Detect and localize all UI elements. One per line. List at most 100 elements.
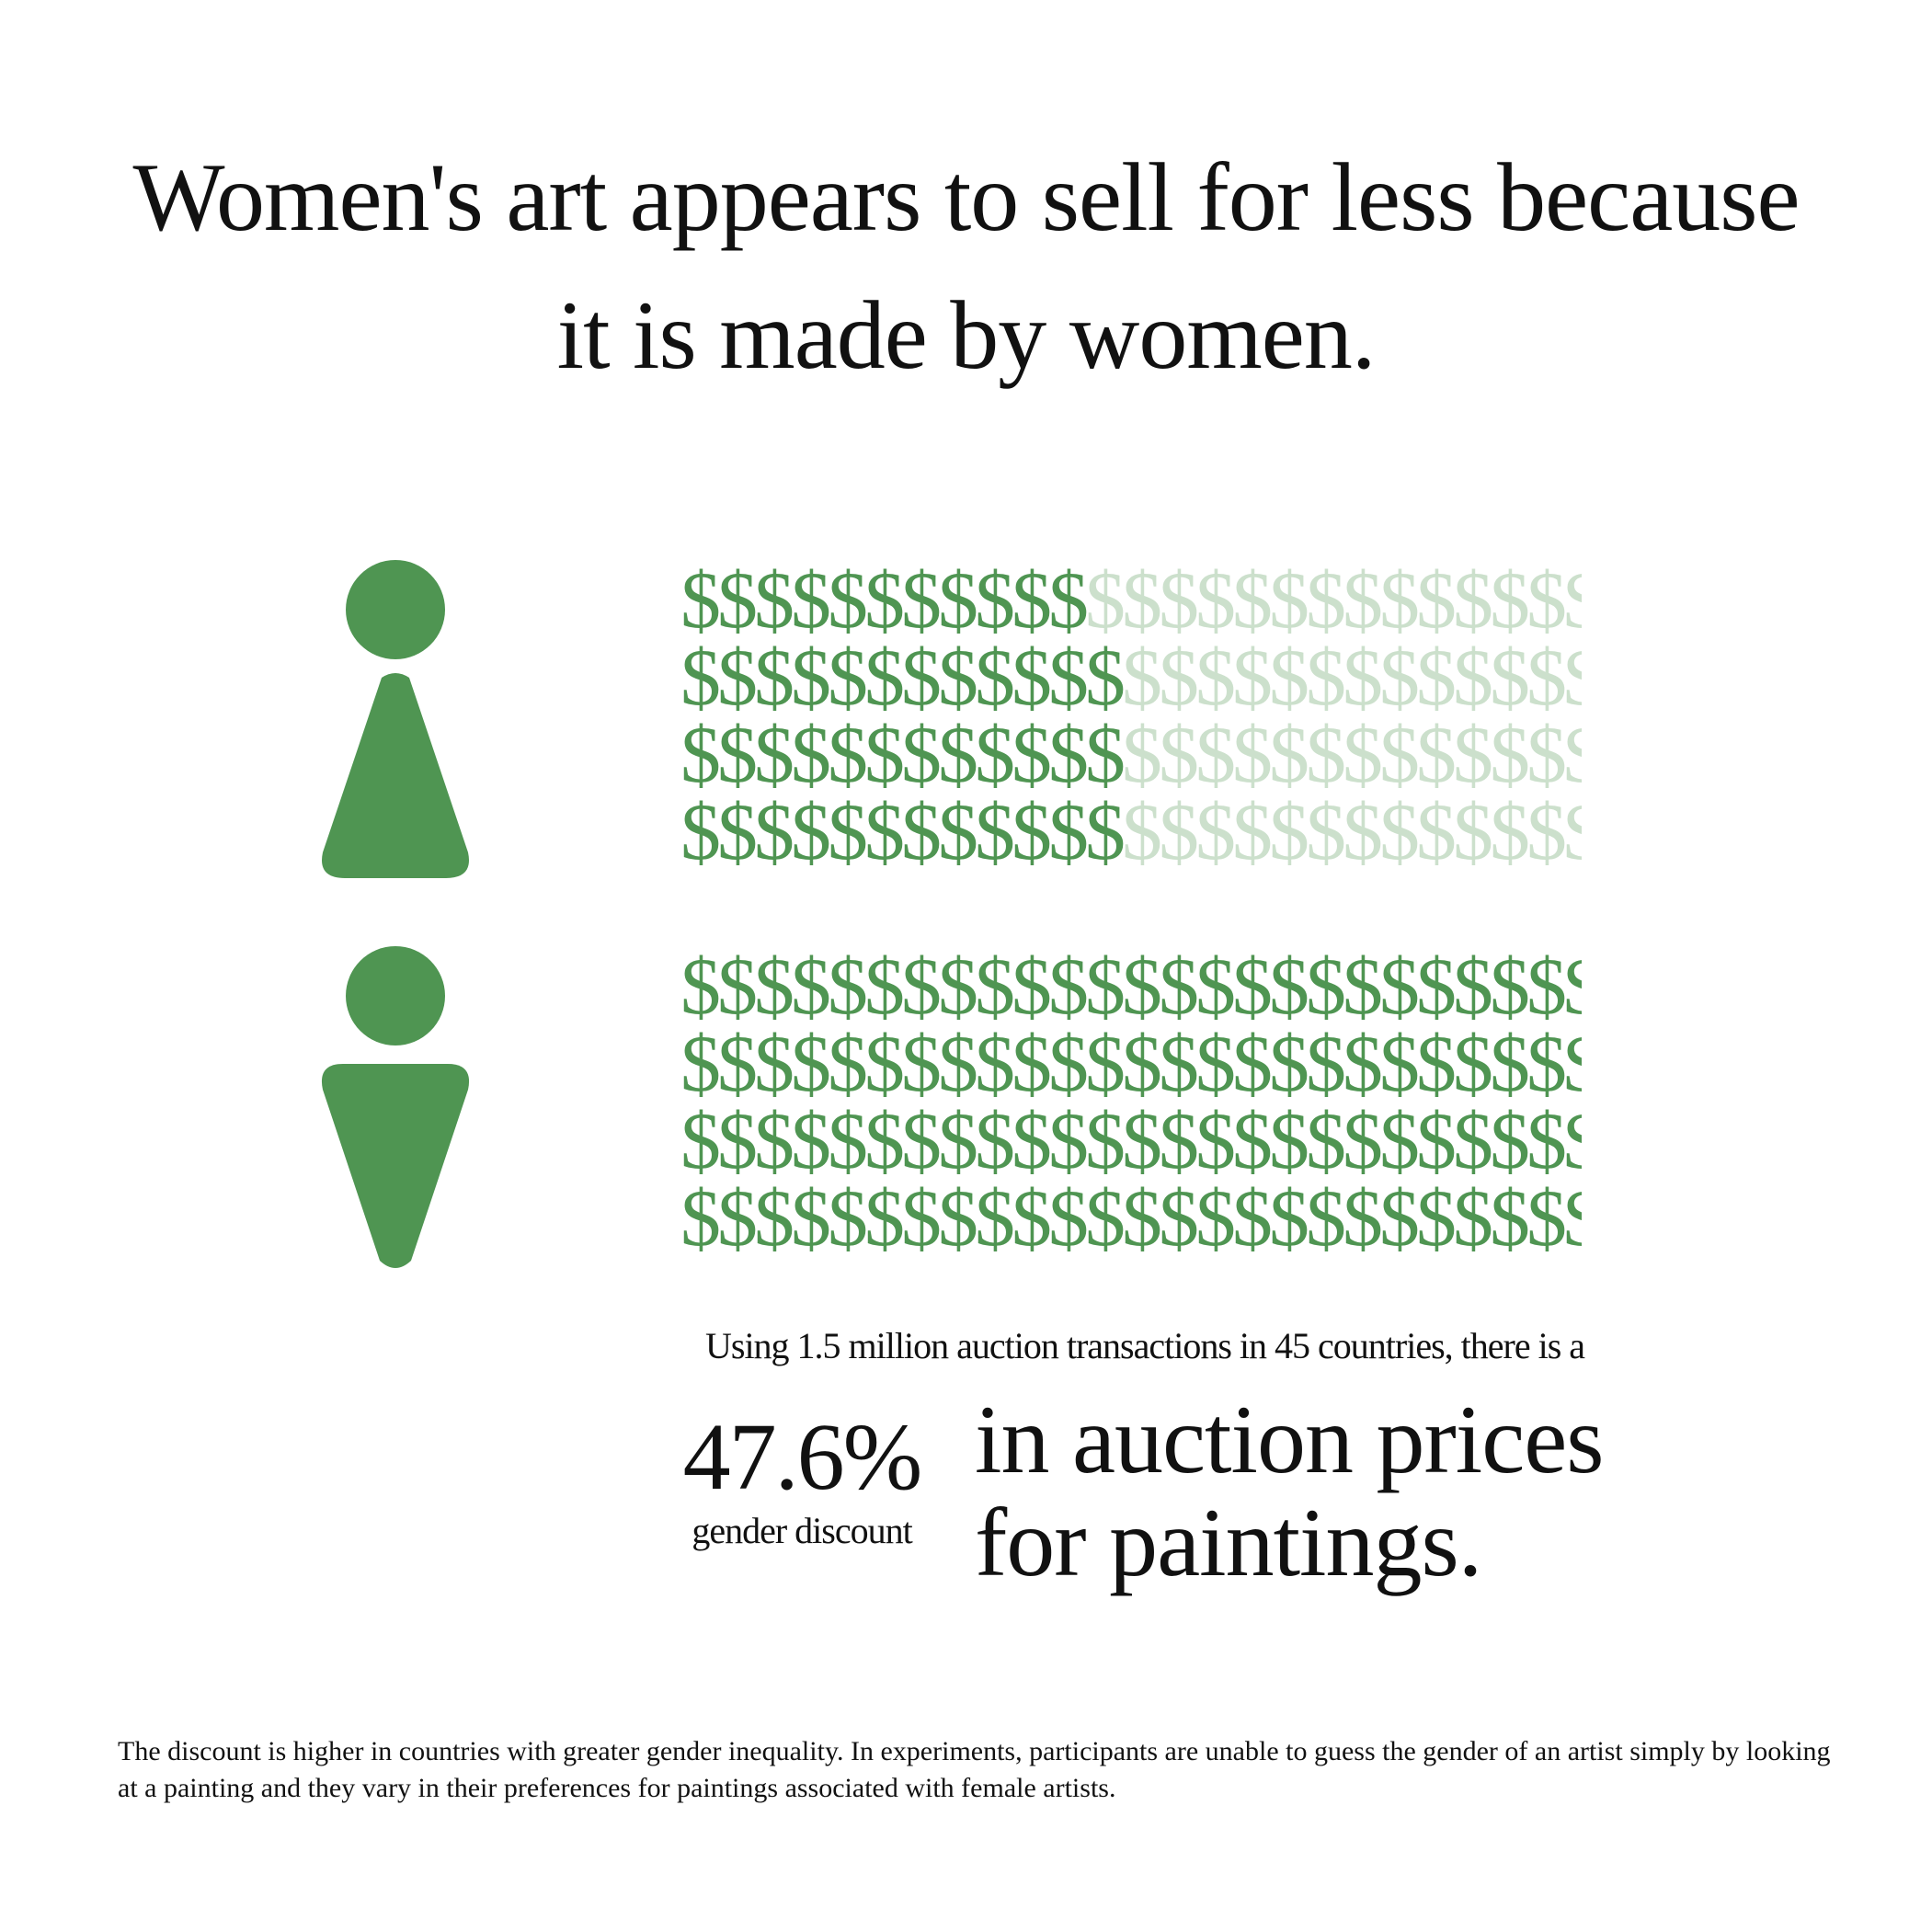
dollar-sign-filled: $ <box>1526 1181 1567 1258</box>
dollar-sign-filled: $ <box>975 1026 1015 1103</box>
dollar-sign-faded: $ <box>1416 717 1457 794</box>
dollar-sign-filled: $ <box>1048 640 1089 717</box>
dollar-sign-filled: $ <box>1416 1026 1457 1103</box>
dollar-sign-filled: $ <box>938 717 978 794</box>
dollar-sign-filled: $ <box>975 1181 1015 1258</box>
dollar-sign-filled: $ <box>864 640 905 717</box>
dollar-sign-filled: $ <box>1563 949 1582 1026</box>
dollar-sign-filled: $ <box>1416 1103 1457 1181</box>
dollar-sign-filled: $ <box>1453 949 1493 1026</box>
dollar-sign-filled: $ <box>1159 1103 1199 1181</box>
dollar-sign-filled: $ <box>1490 949 1530 1026</box>
dollar-sign-faded: $ <box>1195 794 1236 872</box>
dollar-sign-faded: $ <box>1085 563 1126 640</box>
dollar-sign-faded: $ <box>1269 640 1309 717</box>
dollar-sign-filled: $ <box>1085 1103 1126 1181</box>
dollar-sign-filled: $ <box>1159 949 1199 1026</box>
dollar-sign-faded: $ <box>1159 563 1199 640</box>
dollar-sign-filled: $ <box>791 1181 831 1258</box>
dollar-sign-filled: $ <box>791 563 831 640</box>
dollar-sign-filled: $ <box>1048 949 1089 1026</box>
dollar-sign-faded: $ <box>1379 640 1420 717</box>
dollar-sign-faded: $ <box>1453 794 1493 872</box>
dollar-sign-filled: $ <box>1232 1181 1273 1258</box>
dollar-sign-filled: $ <box>717 1181 758 1258</box>
dollar-sign-filled: $ <box>791 717 831 794</box>
dollar-sign-filled: $ <box>1159 1181 1199 1258</box>
dollar-sign-faded: $ <box>1232 563 1273 640</box>
dollar-sign-faded: $ <box>1306 794 1346 872</box>
dollar-sign-filled: $ <box>901 1181 942 1258</box>
dollar-sign-filled: $ <box>938 563 978 640</box>
dollar-sign-faded: $ <box>1343 794 1383 872</box>
dollar-sign-filled: $ <box>1306 1181 1346 1258</box>
dollar-sign-filled: $ <box>1563 1103 1582 1181</box>
dollar-sign-filled: $ <box>901 794 942 872</box>
dollar-sign-filled: $ <box>717 640 758 717</box>
dollar-sign-filled: $ <box>1122 1103 1162 1181</box>
dollar-sign-faded: $ <box>1490 794 1530 872</box>
dollar-sign-filled: $ <box>1306 1103 1346 1181</box>
dollar-sign-faded: $ <box>1269 794 1309 872</box>
dollar-sign-filled: $ <box>1085 640 1126 717</box>
dollar-sign-filled: $ <box>1343 949 1383 1026</box>
dollar-sign-faded: $ <box>1379 563 1420 640</box>
dollar-sign-faded: $ <box>1343 640 1383 717</box>
dollar-row: $$$$$$$$$$$$$$$$$$$$$$$$$ <box>680 1026 1582 1103</box>
title-line-2: it is made by women. <box>556 281 1377 389</box>
dollar-row: $$$$$$$$$$$$$$$$$$$$$$$$$ <box>680 563 1582 640</box>
dollar-sign-faded: $ <box>1563 640 1582 717</box>
study-description: Using 1.5 million auction transactions i… <box>704 1325 1585 1366</box>
headline-statement: in auction prices for paintings. <box>975 1388 1894 1594</box>
dollar-sign-filled: $ <box>791 640 831 717</box>
dollar-sign-filled: $ <box>828 1026 868 1103</box>
dollar-sign-filled: $ <box>938 794 978 872</box>
dollar-sign-filled: $ <box>1012 1026 1052 1103</box>
dollar-sign-filled: $ <box>828 1181 868 1258</box>
dollar-sign-faded: $ <box>1195 563 1236 640</box>
dollar-sign-filled: $ <box>1048 1026 1089 1103</box>
dollar-sign-faded: $ <box>1563 794 1582 872</box>
dollar-row: $$$$$$$$$$$$$$$$$$$$$$$$$ <box>680 1181 1582 1258</box>
dollar-sign-faded: $ <box>1379 717 1420 794</box>
dollar-sign-faded: $ <box>1269 717 1309 794</box>
dollar-sign-faded: $ <box>1232 717 1273 794</box>
dollar-sign-filled: $ <box>1195 1103 1236 1181</box>
dollar-sign-filled: $ <box>754 794 795 872</box>
dollar-sign-filled: $ <box>1085 717 1126 794</box>
dollar-sign-filled: $ <box>717 717 758 794</box>
male-dollar-grid: $ $ $ $ $ $ $ $ $ $ $ $ $ $ $ $ $ $ $ $ $ $ $ $ $ $ $ $ $ $ $ $ $ $ $ $ $ $ $ $… <box>680 949 1582 1258</box>
dollar-sign-filled: $ <box>1453 1103 1493 1181</box>
dollar-sign-filled: $ <box>717 949 758 1026</box>
dollar-sign-filled: $ <box>680 640 721 717</box>
dollar-sign-filled: $ <box>791 1026 831 1103</box>
dollar-sign-faded: $ <box>1159 640 1199 717</box>
dollar-sign-filled: $ <box>864 1026 905 1103</box>
dollar-sign-faded: $ <box>1343 717 1383 794</box>
dollar-sign-filled: $ <box>938 1103 978 1181</box>
dollar-row: $$$$$$$$$$$$$$$$$$$$$$$$$ <box>680 717 1582 794</box>
dollar-sign-filled: $ <box>680 1026 721 1103</box>
dollar-sign-filled: $ <box>1195 949 1236 1026</box>
dollar-sign-filled: $ <box>975 949 1015 1026</box>
dollar-sign-faded: $ <box>1195 640 1236 717</box>
dollar-sign-filled: $ <box>680 1181 721 1258</box>
dollar-sign-filled: $ <box>1416 949 1457 1026</box>
dollar-sign-filled: $ <box>1526 1026 1567 1103</box>
dollar-sign-filled: $ <box>717 1026 758 1103</box>
dollar-sign-faded: $ <box>1343 563 1383 640</box>
dollar-sign-faded: $ <box>1306 563 1346 640</box>
dollar-sign-filled: $ <box>1122 1181 1162 1258</box>
dollar-sign-filled: $ <box>864 949 905 1026</box>
dollar-sign-filled: $ <box>864 717 905 794</box>
dollar-sign-filled: $ <box>1048 717 1089 794</box>
dollar-row: $$$$$$$$$$$$$$$$$$$$$$$$$ <box>680 640 1582 717</box>
dollar-sign-filled: $ <box>901 717 942 794</box>
dollar-sign-filled: $ <box>1122 949 1162 1026</box>
dollar-sign-filled: $ <box>1453 1181 1493 1258</box>
dollar-sign-filled: $ <box>680 949 721 1026</box>
dollar-sign-filled: $ <box>754 640 795 717</box>
dollar-sign-faded: $ <box>1379 794 1420 872</box>
discount-label: gender discount <box>692 1510 912 1551</box>
dollar-sign-faded: $ <box>1526 794 1567 872</box>
